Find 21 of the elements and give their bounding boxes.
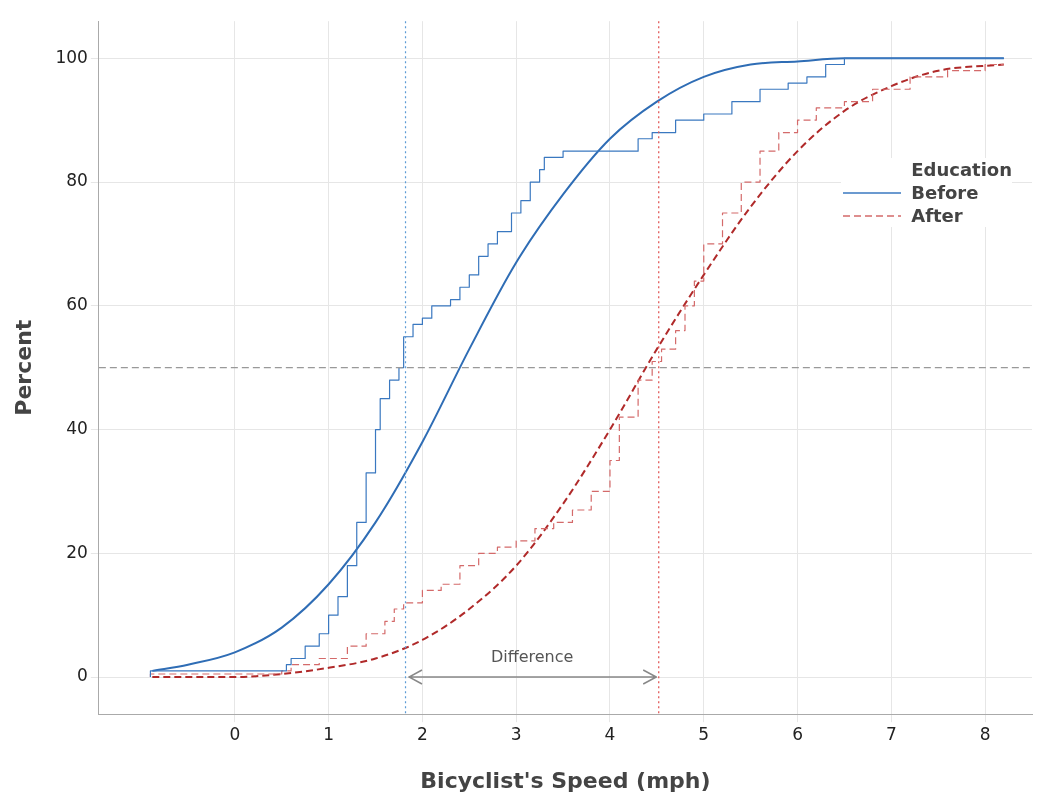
y-tick-label: 0 xyxy=(77,665,88,686)
y-tick-label: 80 xyxy=(66,170,88,191)
y-axis-title: Percent xyxy=(10,319,36,416)
x-tick-label: 2 xyxy=(416,723,428,744)
x-tick-label: 5 xyxy=(698,723,710,744)
legend-label: Before xyxy=(911,181,979,204)
y-tick-label: 100 xyxy=(55,46,88,67)
x-tick-label: 6 xyxy=(792,723,803,744)
legend-title: Education xyxy=(910,158,1012,181)
x-tick-label: 7 xyxy=(885,723,897,744)
x-tick-label: 1 xyxy=(323,723,335,744)
annotation: Difference xyxy=(489,647,575,667)
x-axis-title: Bicyclist's Speed (mph) xyxy=(420,767,711,793)
y-tick-label: 60 xyxy=(66,294,88,315)
y-tick-label: 20 xyxy=(66,541,88,562)
legend-label: After xyxy=(911,204,963,227)
x-tick-label: 8 xyxy=(979,723,991,744)
x-tick-label: 3 xyxy=(510,723,522,744)
x-tick-label: 4 xyxy=(604,723,616,744)
x-tick-label: 0 xyxy=(229,723,241,744)
y-tick-label: 40 xyxy=(66,418,88,438)
